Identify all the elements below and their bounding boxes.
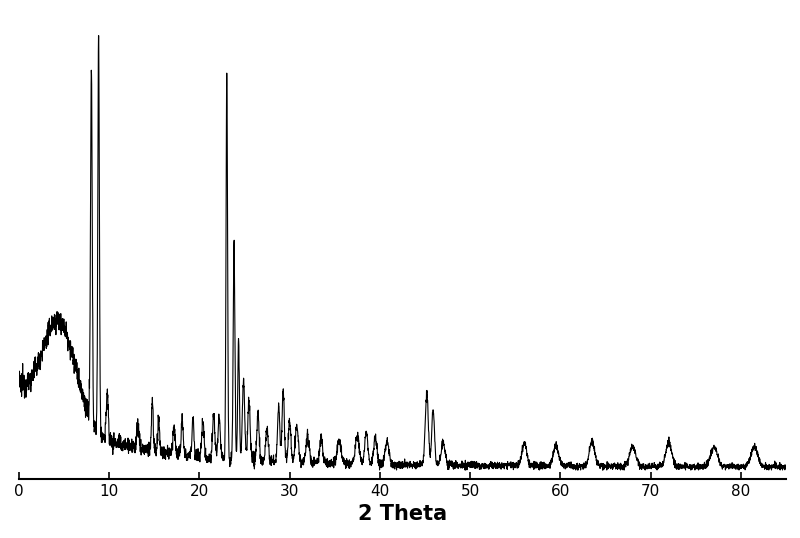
X-axis label: 2 Theta: 2 Theta (358, 504, 447, 524)
